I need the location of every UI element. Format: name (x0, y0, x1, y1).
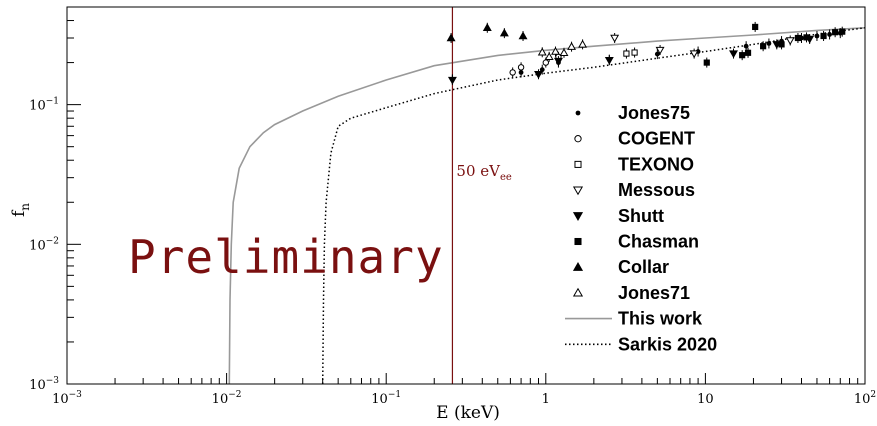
legend-label-sarkis-2020: Sarkis 2020 (618, 334, 717, 354)
chasman-point (760, 43, 767, 50)
x-tick-label: 102 (854, 390, 876, 407)
threshold-label: 50 eVee (456, 162, 511, 183)
legend-marker-jones75 (575, 110, 581, 116)
texono-point (623, 50, 630, 57)
axis-tick-labels: 10−3 10−2 10−1 1 10 102 10−3 10−2 10−1 (29, 97, 876, 407)
cogent-point (542, 59, 549, 66)
legend-marker-chasman (574, 237, 582, 246)
collar-point (499, 28, 509, 37)
y-tick-label: 10−3 (29, 376, 59, 393)
y-tick-label: 10−1 (29, 97, 59, 114)
legend-label-texono: TEXONO (618, 154, 694, 174)
y-axis-label: fn (9, 203, 32, 217)
legend-marker-collar (572, 261, 584, 271)
chasman-point (778, 41, 785, 48)
threshold-line-group: 50 eVee (451, 7, 512, 384)
legend-label-chasman: Chasman (618, 232, 699, 252)
plot-frame (66, 6, 866, 385)
jones75-point (539, 67, 545, 73)
messous-point (689, 50, 699, 59)
x-tick-label: 10 (697, 392, 714, 407)
axis-ticks (66, 6, 866, 385)
chasman-point (739, 52, 746, 59)
chasman-point (820, 32, 827, 40)
legend-label-collar: Collar (618, 257, 669, 277)
chasman-point (703, 59, 710, 66)
x-tick-label: 10−3 (52, 390, 82, 407)
legend-marker-jones71 (572, 287, 584, 297)
x-tick-label: 10−1 (371, 390, 401, 407)
chasman-point (803, 34, 810, 41)
legend-label-shutt: Shutt (618, 206, 664, 226)
legend-label-cogent: COGENT (618, 129, 695, 149)
jones75-point (814, 33, 820, 39)
messous-point (655, 46, 665, 55)
y-tick-label: 10−2 (29, 236, 59, 253)
jones71-point (551, 46, 560, 55)
cogent-point (517, 64, 525, 71)
chasman-point (794, 34, 802, 42)
data-points-layer (446, 21, 846, 86)
x-axis-label: E (keV) (436, 403, 500, 423)
x-tick-label: 10−2 (212, 390, 242, 407)
collar-point (482, 23, 492, 31)
chasman-point (744, 49, 752, 56)
texono-point (631, 49, 638, 56)
legend-marker-messous (572, 186, 584, 196)
curve-this-work (228, 27, 866, 385)
shutt-point (553, 57, 563, 66)
jones71-point (544, 52, 554, 61)
cogent-point (509, 69, 516, 76)
chasman-point (832, 29, 839, 36)
curve-sarkis-2020 (321, 27, 866, 385)
chasman-point (752, 23, 759, 31)
shutt-point (447, 76, 457, 85)
legend-marker-texono (574, 160, 582, 168)
legend-marker-shutt (572, 212, 584, 222)
jones75-point (518, 70, 524, 75)
legend-label-messous: Messous (618, 180, 695, 200)
preliminary-watermark: Preliminary (128, 230, 444, 284)
chasman-point (839, 28, 846, 35)
legend-marker-cogent (574, 135, 582, 143)
shutt-point (604, 57, 614, 65)
messous-point (785, 37, 795, 46)
jones71-point (537, 47, 547, 56)
legend-label-jones71: Jones71 (618, 283, 690, 303)
jones75-point (766, 41, 772, 46)
collar-point (518, 31, 528, 40)
jones71-point (559, 48, 569, 57)
x-tick-label: 1 (542, 392, 550, 407)
collar-point (446, 33, 456, 42)
jones71-point (567, 42, 577, 50)
legend-label-jones75: Jones75 (618, 103, 690, 123)
jones75-point (827, 32, 832, 37)
legend: Jones75 COGENT TEXONO Messous Shutt Chasman Co… (565, 103, 717, 354)
jones75-point (743, 43, 749, 49)
messous-point (610, 34, 620, 43)
curves-layer (228, 27, 866, 385)
jones71-point (578, 39, 588, 48)
legend-label-this-work: This work (618, 309, 703, 329)
jones75-point (654, 51, 660, 57)
shutt-point (729, 50, 738, 59)
shutt-point (534, 71, 543, 79)
